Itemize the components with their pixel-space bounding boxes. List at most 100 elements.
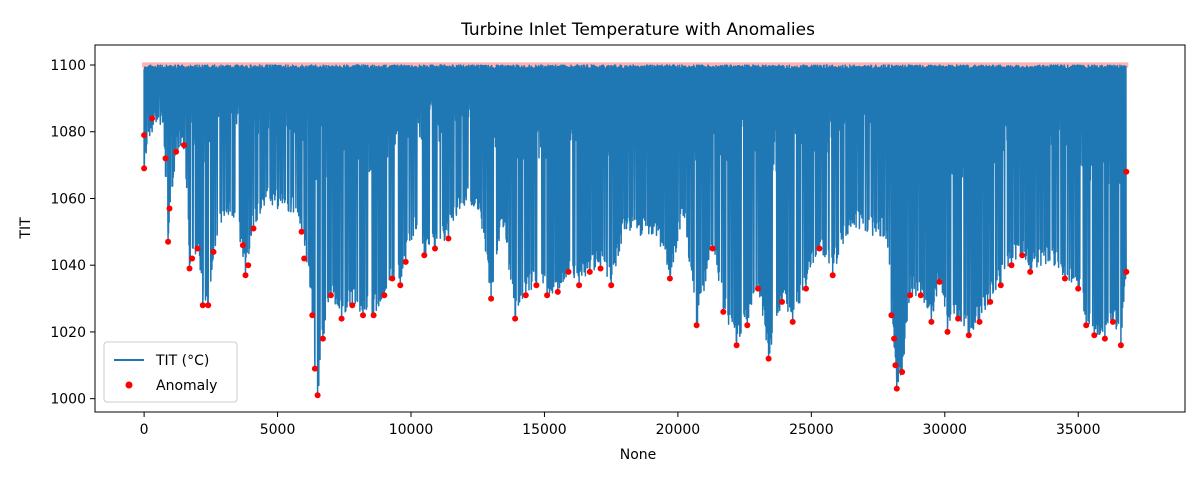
anomaly-point (512, 315, 519, 322)
anomaly-point (1117, 342, 1124, 349)
anomaly-point (997, 282, 1004, 289)
y-tick-label: 1040 (50, 258, 86, 274)
anomaly-point (789, 318, 796, 325)
anomaly-point (327, 292, 334, 299)
legend-label-anomaly: Anomaly (156, 378, 217, 394)
anomaly-point (554, 288, 561, 295)
anomaly-point (1061, 275, 1068, 282)
anomaly-point (666, 275, 673, 282)
anomaly-point (210, 248, 217, 255)
anomaly-point (907, 292, 914, 299)
anomaly-point (311, 365, 318, 372)
anomaly-point (955, 315, 962, 322)
anomaly-point (829, 272, 836, 279)
anomaly-point (1083, 322, 1090, 329)
anomaly-point (1123, 268, 1130, 275)
anomaly-point (779, 298, 785, 305)
anomaly-point (733, 342, 740, 349)
anomaly-point (1101, 335, 1108, 342)
x-tick-label: 30000 (923, 422, 968, 438)
anomaly-point (370, 312, 377, 319)
legend-box (103, 341, 238, 403)
legend: TIT (°C) Anomaly (103, 341, 238, 403)
anomaly-point (309, 312, 316, 319)
y-tick-label: 1060 (50, 191, 86, 207)
anomaly-point (1019, 252, 1026, 259)
anomaly-point (319, 335, 326, 342)
x-tick-label: 0 (140, 422, 149, 438)
anomaly-point (488, 295, 495, 302)
anomaly-point (928, 318, 935, 325)
plot-frame (94, 44, 1186, 413)
anomaly-point (141, 165, 148, 172)
anomaly-point (242, 272, 249, 279)
x-tick-label: 10000 (389, 422, 434, 438)
anomaly-point (976, 318, 983, 325)
anomaly-point (597, 265, 604, 272)
anomaly-point (1123, 168, 1130, 175)
anomaly-point (194, 245, 201, 252)
legend-label-tit: TIT (°C) (155, 353, 209, 369)
anomaly-point (166, 205, 173, 212)
anomaly-point (720, 308, 727, 315)
anomaly-point (533, 282, 540, 289)
x-tick-label: 25000 (789, 422, 834, 438)
anomaly-point (141, 132, 148, 139)
y-axis-title: TIT (18, 217, 34, 240)
anomaly-point (402, 258, 409, 265)
anomaly-point (349, 302, 356, 309)
anomaly-point (544, 292, 551, 299)
anomaly-point (892, 362, 899, 369)
x-tick-label: 5000 (260, 422, 296, 438)
anomaly-point (181, 142, 188, 149)
anomaly-point (744, 322, 751, 329)
anomaly-point (397, 282, 404, 289)
anomaly-point (245, 262, 252, 269)
anomaly-point (693, 322, 700, 329)
anomaly-point (936, 278, 943, 285)
series-line-tit (143, 64, 1128, 397)
anomaly-point (432, 245, 438, 252)
anomaly-point (899, 369, 906, 375)
anomaly-point (709, 245, 716, 252)
anomaly-point (239, 242, 246, 249)
y-axis: 1000 1020 1040 1060 1080 1100 (50, 58, 95, 408)
anomaly-point (165, 238, 172, 245)
anomaly-point (298, 228, 305, 235)
anomaly-point (421, 252, 428, 259)
anomaly-point (301, 255, 308, 262)
anomaly-point (803, 285, 809, 292)
anomaly-point (149, 115, 156, 122)
x-axis-title: None (620, 447, 657, 463)
anomaly-point (360, 312, 366, 319)
x-axis: 0 5000 10000 15000 20000 25000 30000 35000 (140, 412, 1101, 438)
anomaly-point (816, 245, 823, 252)
anomaly-point (205, 302, 212, 309)
anomaly-point (522, 292, 529, 299)
anomaly-point (576, 282, 583, 289)
anomaly-point (1027, 268, 1034, 275)
y-tick-label: 1080 (50, 125, 86, 141)
anomaly-point (186, 265, 193, 272)
anomaly-point (944, 328, 951, 335)
anomaly-point (893, 385, 900, 392)
y-tick-label: 1100 (50, 58, 86, 74)
anomaly-point (199, 302, 206, 309)
chart-title: Turbine Inlet Temperature with Anomalies (460, 20, 815, 40)
legend-anomaly-swatch (125, 381, 133, 389)
anomaly-point (586, 268, 593, 275)
anomaly-point (608, 282, 615, 289)
anomaly-point (888, 312, 895, 319)
anomaly-point (381, 292, 388, 299)
anomaly-point (1075, 285, 1082, 292)
anomaly-point (445, 235, 452, 242)
y-tick-label: 1000 (50, 392, 86, 408)
anomaly-point (965, 332, 972, 339)
top-anomaly-band (142, 62, 1129, 68)
anomaly-point (565, 268, 572, 275)
x-tick-label: 35000 (1056, 422, 1101, 438)
anomaly-point (1008, 262, 1015, 269)
anomaly-point (162, 155, 169, 162)
